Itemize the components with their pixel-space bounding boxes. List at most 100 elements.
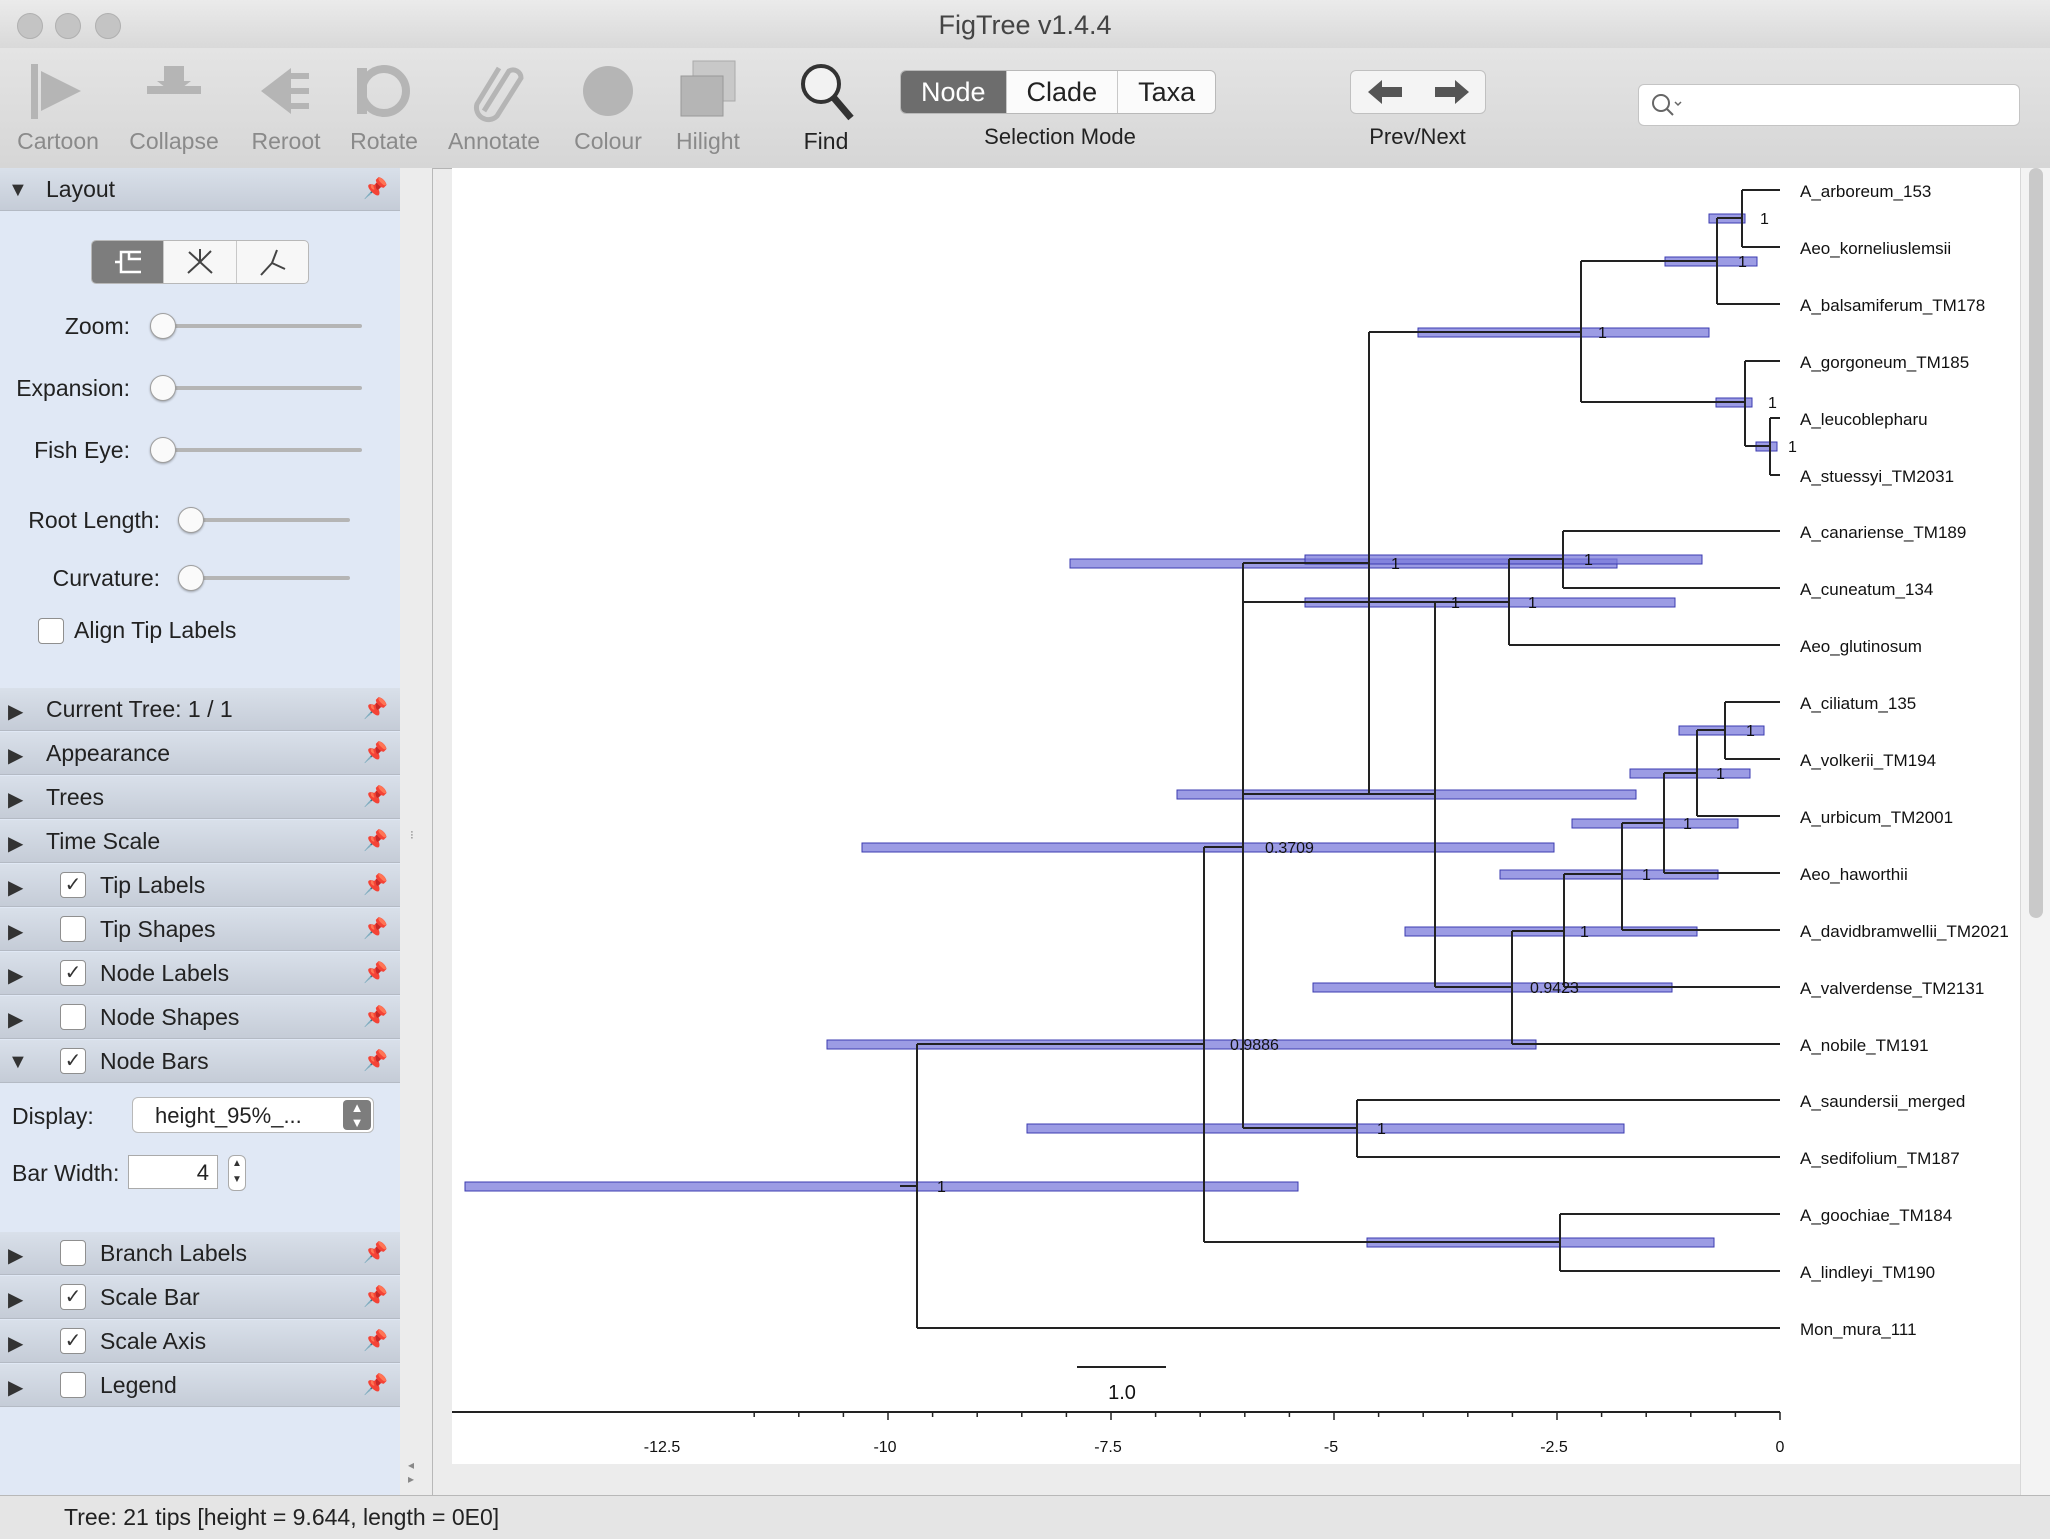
disclosure-down-icon[interactable]: ▼ — [8, 1051, 28, 1073]
tip-label[interactable]: A_nobile_TM191 — [1800, 1036, 1929, 1055]
zoom-slider[interactable] — [150, 313, 362, 339]
search-field[interactable] — [1638, 84, 2020, 126]
selection-mode-node[interactable]: Node — [901, 71, 1007, 113]
pin-icon[interactable]: 📌 — [363, 830, 388, 852]
disclosure-right-icon[interactable]: ▶ — [8, 833, 24, 855]
section-header[interactable]: ▶ Tip Shapes 📌 — [0, 908, 400, 951]
bar-width-stepper[interactable]: ▲ ▼ — [228, 1155, 246, 1191]
tip-label[interactable]: A_arboreum_153 — [1800, 182, 1931, 201]
fisheye-slider[interactable] — [150, 437, 362, 463]
pin-icon[interactable]: 📌 — [363, 742, 388, 764]
pin-icon[interactable]: 📌 — [363, 178, 388, 200]
section-header[interactable]: ▶ ✓ Tip Labels 📌 — [0, 864, 400, 907]
disclosure-right-icon[interactable]: ▶ — [8, 1333, 24, 1355]
collapse-button[interactable]: Collapse — [114, 56, 234, 155]
scroll-thumb[interactable] — [2029, 168, 2043, 918]
disclosure-right-icon[interactable]: ▶ — [8, 1245, 24, 1267]
section-header[interactable]: ▶ ✓ Scale Bar 📌 — [0, 1276, 400, 1319]
pin-icon[interactable]: 📌 — [363, 918, 388, 940]
bar-width-field[interactable]: 4 — [128, 1155, 218, 1189]
section-checkbox[interactable] — [60, 1004, 86, 1030]
tip-label[interactable]: Aeo_glutinosum — [1800, 637, 1922, 656]
tip-label[interactable]: A_canariense_TM189 — [1800, 523, 1966, 542]
pin-icon[interactable]: 📌 — [363, 1374, 388, 1396]
section-header[interactable]: ▶ Appearance 📌 — [0, 732, 400, 775]
disclosure-right-icon[interactable]: ▶ — [8, 965, 24, 987]
layout-rectangular-button[interactable] — [92, 241, 165, 283]
tip-label[interactable]: A_balsamiferum_TM178 — [1800, 296, 1985, 315]
prev-button[interactable] — [1351, 71, 1418, 113]
annotate-button[interactable]: Annotate — [434, 56, 554, 155]
tree-view[interactable]: A_arboreum_153 Aeo_korneliuslemsii A_balsa… — [452, 168, 2020, 1464]
section-header[interactable]: ▶ Legend 📌 — [0, 1364, 400, 1407]
section-checkbox[interactable]: ✓ — [60, 872, 86, 898]
section-header[interactable]: ▶ Trees 📌 — [0, 776, 400, 819]
section-checkbox[interactable]: ✓ — [60, 1048, 86, 1074]
section-header[interactable]: ▶ Branch Labels 📌 — [0, 1232, 400, 1275]
zoom-window-button[interactable] — [95, 13, 121, 39]
close-window-button[interactable] — [17, 13, 43, 39]
section-header[interactable]: ▶ ✓ Node Labels 📌 — [0, 952, 400, 995]
tip-label[interactable]: A_saundersii_merged — [1800, 1092, 1965, 1111]
disclosure-right-icon[interactable]: ▶ — [8, 789, 24, 811]
tip-label[interactable]: A_cuneatum_134 — [1800, 580, 1933, 599]
disclosure-right-icon[interactable]: ▶ — [8, 1289, 24, 1311]
pin-icon[interactable]: 📌 — [363, 786, 388, 808]
tip-label[interactable]: A_valverdense_TM2131 — [1800, 979, 1984, 998]
splitter[interactable]: ⁝ ◂ ▸ — [400, 168, 433, 1495]
tip-label[interactable]: A_ciliatum_135 — [1800, 694, 1916, 713]
pin-icon[interactable]: 📌 — [363, 1242, 388, 1264]
disclosure-right-icon[interactable]: ▶ — [8, 877, 24, 899]
section-checkbox[interactable]: ✓ — [60, 960, 86, 986]
pin-icon[interactable]: 📌 — [363, 698, 388, 720]
disclosure-right-icon[interactable]: ▶ — [8, 745, 24, 767]
section-header[interactable]: ▶ Current Tree: 1 / 1 📌 — [0, 688, 400, 731]
disclosure-right-icon[interactable]: ▶ — [8, 1377, 24, 1399]
selection-mode-clade[interactable]: Clade — [1007, 71, 1119, 113]
section-checkbox[interactable] — [60, 1372, 86, 1398]
curvature-slider[interactable] — [178, 565, 350, 591]
align-tip-labels-checkbox[interactable] — [38, 618, 64, 644]
tip-label[interactable]: A_gorgoneum_TM185 — [1800, 353, 1969, 372]
pin-icon[interactable]: 📌 — [363, 1006, 388, 1028]
layout-radial-button[interactable] — [237, 241, 308, 283]
tip-label[interactable]: A_urbicum_TM2001 — [1800, 808, 1953, 827]
expansion-slider[interactable] — [150, 375, 362, 401]
root-length-slider[interactable] — [178, 507, 350, 533]
tip-label[interactable]: A_lindleyi_TM190 — [1800, 1263, 1935, 1282]
section-header[interactable]: ▼ ✓ Node Bars 📌 — [0, 1040, 400, 1083]
tip-label[interactable]: Aeo_korneliuslemsii — [1800, 239, 1951, 258]
tip-label[interactable]: A_leucoblepharu — [1800, 410, 1928, 429]
cartoon-button[interactable]: Cartoon — [0, 56, 118, 155]
pin-icon[interactable]: 📌 — [363, 1330, 388, 1352]
hilight-button[interactable]: Hilight — [648, 56, 768, 155]
disclosure-right-icon[interactable]: ▶ — [8, 1009, 24, 1031]
tip-label[interactable]: A_volkerii_TM194 — [1800, 751, 1936, 770]
layout-polar-button[interactable] — [164, 241, 237, 283]
node-bars-display-select[interactable]: height_95%_... ▲ ▼ — [132, 1097, 374, 1133]
minimize-window-button[interactable] — [55, 13, 81, 39]
vertical-scrollbar[interactable] — [2020, 168, 2050, 1495]
section-header[interactable]: ▶ ✓ Scale Axis 📌 — [0, 1320, 400, 1363]
node-bar[interactable] — [1304, 554, 1703, 565]
section-header[interactable]: ▶ Time Scale 📌 — [0, 820, 400, 863]
layout-section-header[interactable]: ▼ Layout 📌 — [0, 168, 400, 211]
disclosure-right-icon[interactable]: ▶ — [8, 921, 24, 943]
colour-button[interactable]: Colour — [548, 56, 668, 155]
tip-label[interactable]: Aeo_haworthii — [1800, 865, 1908, 884]
section-checkbox[interactable] — [60, 916, 86, 942]
rotate-button[interactable]: Rotate — [324, 56, 444, 155]
tip-label[interactable]: A_goochiae_TM184 — [1800, 1206, 1952, 1225]
section-checkbox[interactable]: ✓ — [60, 1328, 86, 1354]
reroot-button[interactable]: Reroot — [226, 56, 346, 155]
section-checkbox[interactable]: ✓ — [60, 1284, 86, 1310]
pin-icon[interactable]: 📌 — [363, 874, 388, 896]
pin-icon[interactable]: 📌 — [363, 1286, 388, 1308]
disclosure-right-icon[interactable]: ▶ — [8, 701, 24, 723]
section-header[interactable]: ▶ Node Shapes 📌 — [0, 996, 400, 1039]
node-bar[interactable] — [464, 1181, 1299, 1192]
next-button[interactable] — [1418, 71, 1485, 113]
selection-mode-taxa[interactable]: Taxa — [1138, 77, 1196, 107]
tree-canvas[interactable]: A_arboreum_153 Aeo_korneliuslemsii A_balsa… — [452, 168, 2020, 1464]
search-input[interactable] — [1687, 89, 2011, 121]
